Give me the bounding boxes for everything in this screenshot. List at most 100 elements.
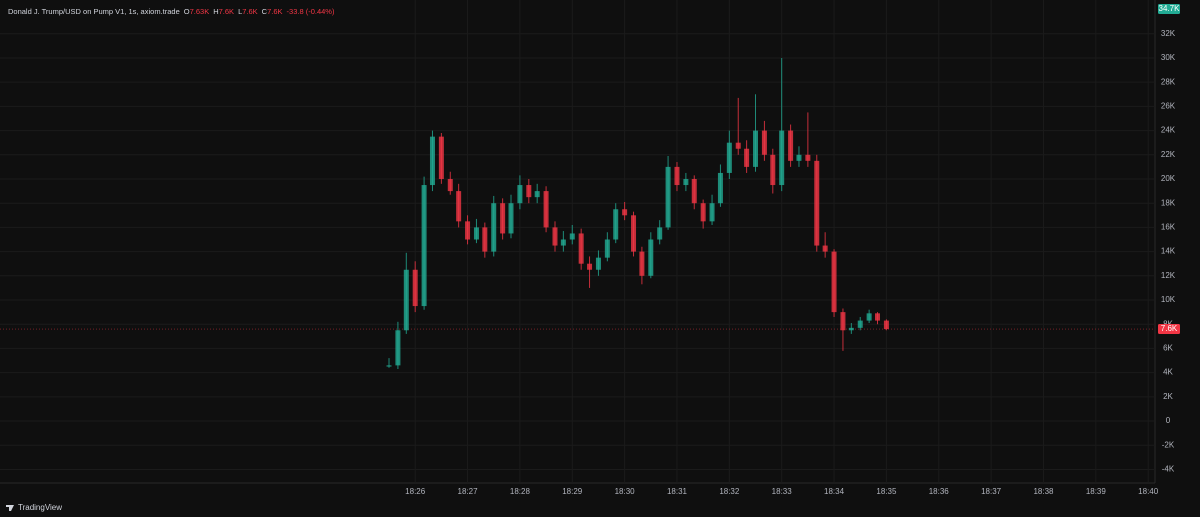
candle-body: [726, 142, 732, 173]
candle-body: [491, 203, 497, 252]
candle-body: [639, 251, 645, 276]
candle-body: [613, 209, 619, 240]
candle-body: [683, 178, 689, 186]
y-tick-label: 16K: [1161, 223, 1176, 232]
y-tick-label: 28K: [1161, 77, 1176, 86]
candle-body: [779, 130, 785, 186]
x-tick-label: 18:26: [405, 487, 426, 496]
candle-body: [438, 136, 444, 179]
candle-body: [840, 312, 846, 331]
footer-brand: TradingView: [18, 503, 62, 512]
last-price-badge: [1158, 324, 1180, 335]
candle-body: [412, 269, 418, 307]
tv-logo: [6, 505, 14, 511]
candle-body: [569, 233, 575, 240]
candle-body: [796, 154, 802, 161]
candle-body: [770, 154, 776, 186]
candle-body: [456, 191, 462, 222]
x-tick-label: 18:36: [929, 487, 950, 496]
y-tick-label: 22K: [1161, 150, 1176, 159]
y-tick-label: -2K: [1162, 440, 1175, 449]
candle-body: [386, 365, 392, 367]
y-tick-label: 24K: [1161, 126, 1176, 135]
candle-body: [534, 191, 540, 198]
candle-body: [805, 154, 811, 161]
candle-body: [848, 327, 854, 331]
x-tick-label: 18:32: [719, 487, 740, 496]
x-tick-label: 18:40: [1138, 487, 1159, 496]
x-tick-label: 18:30: [615, 487, 636, 496]
x-tick-label: 18:33: [772, 487, 793, 496]
candle-body: [883, 320, 889, 330]
x-tick-label: 18:31: [667, 487, 688, 496]
candle-body: [604, 239, 610, 258]
candle-body: [831, 251, 837, 313]
candle-body: [788, 130, 794, 161]
y-tick-label: 18K: [1161, 198, 1176, 207]
candle-body: [875, 313, 881, 321]
candle-body: [526, 185, 532, 198]
candle-body: [447, 178, 453, 192]
candle-body: [648, 239, 654, 276]
legend-change: -33.8 (-0.44%): [287, 7, 335, 16]
ohlc-value: 7.63K: [190, 7, 210, 16]
x-tick-label: 18:38: [1033, 487, 1054, 496]
candle-body: [665, 166, 671, 228]
y-tick-label: 12K: [1161, 271, 1176, 280]
y-tick-label: 26K: [1161, 101, 1176, 110]
candle-body: [717, 172, 723, 204]
candle-body: [552, 227, 558, 246]
x-tick-label: 18:39: [1086, 487, 1107, 496]
legend-header: Donald J. Trump/USD on Pump V1, 1s, axio…: [8, 7, 335, 16]
candle-body: [500, 203, 506, 234]
candle-body: [622, 209, 628, 216]
ohlc-value: 7.6K: [219, 7, 234, 16]
ohlc-value: 7.6K: [267, 7, 282, 16]
candle-body: [403, 269, 409, 331]
y-tick-label: 30K: [1161, 53, 1176, 62]
candle-body: [578, 233, 584, 264]
x-tick-label: 18:37: [981, 487, 1002, 496]
ohlc-key: O: [184, 7, 190, 16]
candle-body: [822, 245, 828, 252]
y-tick-label: 8K: [1163, 319, 1173, 328]
y-tick-label: 10K: [1161, 295, 1176, 304]
ohlc-key: H: [213, 7, 218, 16]
legend-title: Donald J. Trump/USD on Pump V1, 1s, axio…: [8, 7, 180, 16]
y-tick-label: -4K: [1162, 465, 1175, 474]
ohlc-key: C: [262, 7, 268, 16]
y-tick-label: 32K: [1161, 29, 1176, 38]
candle-body: [595, 257, 601, 270]
candle-body: [857, 320, 863, 328]
y-tick-label: 0: [1166, 416, 1171, 425]
candle-body: [465, 221, 471, 240]
y-tick-label: 20K: [1161, 174, 1176, 183]
candle-body: [508, 203, 514, 234]
last-price-label: 7.6K: [1161, 324, 1178, 333]
grid: [0, 0, 1155, 483]
candle-body: [482, 227, 488, 252]
y-tick-label: 2K: [1163, 392, 1173, 401]
candle-body: [429, 136, 435, 186]
candle-body: [517, 185, 523, 204]
ohlc-value: 7.6K: [242, 7, 257, 16]
candle-body: [814, 160, 820, 246]
candle-body: [674, 166, 680, 186]
x-tick-label: 18:28: [510, 487, 531, 496]
top-badge-bg: [1158, 4, 1180, 14]
x-tick-label: 18:34: [824, 487, 845, 496]
x-tick-label: 18:29: [562, 487, 583, 496]
candle-body: [866, 313, 872, 321]
candle-body: [395, 330, 401, 366]
candle-body: [560, 239, 566, 246]
candle-body: [657, 227, 663, 240]
candle-body: [744, 148, 750, 167]
candle-body: [543, 191, 549, 228]
candle-body: [587, 263, 593, 270]
footer-bar: [0, 500, 1200, 517]
candle-body: [735, 142, 741, 149]
candle-body: [473, 227, 479, 240]
candle-body: [691, 178, 697, 204]
